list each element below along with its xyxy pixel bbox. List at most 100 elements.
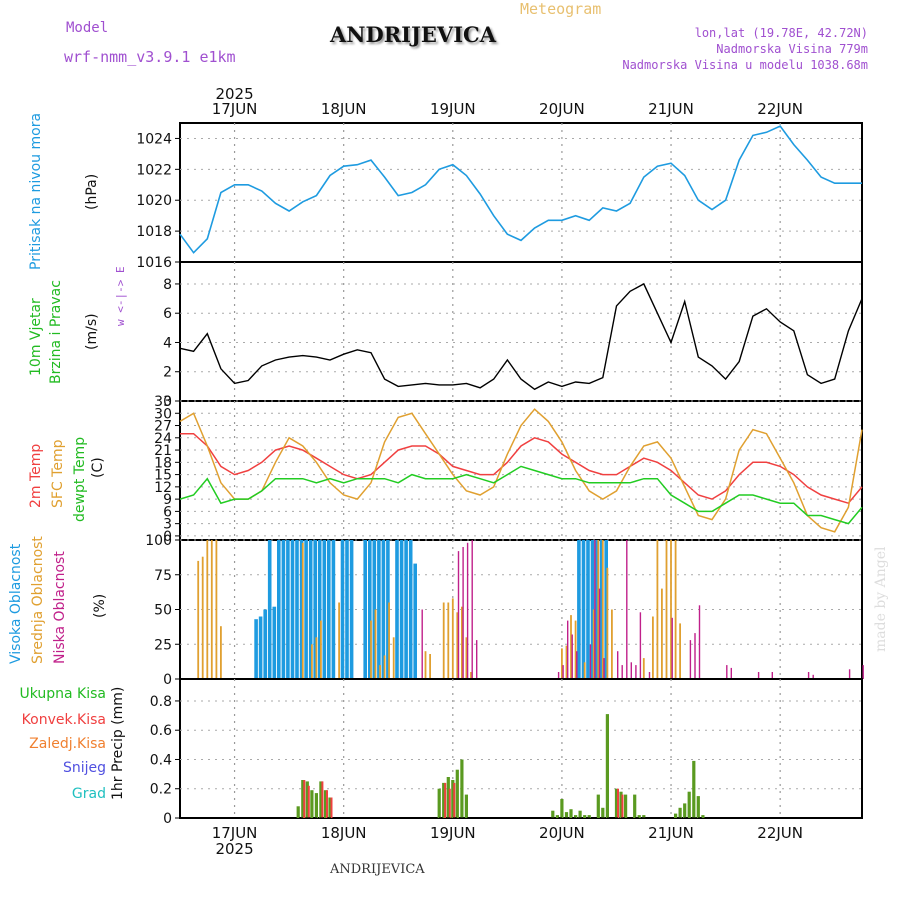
precip-ytick-label: 0.8	[150, 694, 172, 710]
top-day-label: 19JUN	[430, 100, 476, 118]
cloud-bar	[639, 612, 642, 679]
cloud-bar	[592, 609, 595, 679]
cloud-bar	[586, 540, 590, 679]
precip-bar	[460, 759, 464, 818]
cloud-bar	[689, 640, 692, 679]
pressure-line	[179, 125, 862, 254]
cloud-bar	[462, 547, 464, 679]
cloud-bar	[465, 637, 468, 679]
cloud-bar	[471, 540, 473, 679]
precip-bar	[601, 807, 605, 818]
precip-bar	[578, 810, 582, 818]
model-elevation: Nadmorska Visina u modelu 1038.68m	[622, 58, 868, 72]
wind-ytick-label: 2	[163, 365, 172, 381]
precip-ytick-label: 0.6	[150, 723, 172, 739]
precip-bar	[314, 793, 318, 818]
cloud-bar	[661, 588, 663, 679]
precip-bar	[451, 780, 455, 818]
cloud-bar	[424, 651, 427, 679]
cloud-bar	[674, 540, 677, 679]
cloud-bar	[313, 540, 317, 679]
cloud-bar	[372, 540, 377, 679]
cloud-panel: 0 25 50 75 100	[145, 533, 864, 688]
temp-ytick-label: 0	[163, 529, 172, 545]
cloud-bar	[595, 540, 599, 679]
temp-frame	[179, 400, 863, 541]
precip-bar	[701, 815, 705, 818]
cloud-bar	[461, 606, 463, 679]
cloud-bar	[215, 540, 218, 679]
bottom-day-label: 18JUN	[321, 824, 367, 842]
lonlat: lon,lat (19.78E, 42.72N)	[694, 26, 868, 40]
cloud-bar	[656, 540, 659, 679]
cloud-bar	[395, 540, 399, 679]
cloud-bar	[571, 634, 573, 679]
cloud-bar	[642, 658, 645, 679]
cloud-bar	[730, 667, 732, 679]
temp-ytick-label: 6	[163, 504, 172, 520]
cloud-bar	[630, 662, 632, 679]
cloud-bar	[304, 540, 308, 679]
precip-bar	[551, 810, 555, 818]
precip-label-total: Ukupna Kisa	[19, 686, 106, 702]
precip-label-freez: Zaledj.Kisa	[29, 736, 106, 752]
top-year-label: 2025	[215, 85, 253, 103]
cloud-bar	[408, 540, 413, 679]
cloud-bar	[322, 540, 327, 679]
precip-bar	[621, 794, 624, 818]
cloud-bar	[576, 651, 578, 679]
cloud-bar	[388, 602, 390, 679]
cloud-bar	[635, 665, 637, 679]
cloud-bar	[679, 623, 681, 679]
bottom-day-label: 17JUN	[212, 824, 258, 842]
temp-ytick-label: 15	[154, 468, 172, 484]
cloud-bar	[589, 644, 592, 680]
temp-ytick-label: 30	[154, 406, 172, 422]
cloud-bar	[201, 556, 204, 679]
temp-ytick-label: 21	[154, 443, 172, 459]
cloud-bar	[457, 551, 460, 679]
precip-bar	[583, 815, 587, 818]
precip-bar	[619, 791, 623, 818]
cloud-ytick-label: 50	[154, 603, 172, 619]
bottom-day-label: 19JUN	[430, 824, 476, 842]
cloud-bar	[311, 644, 313, 680]
bottom-year-label: 2025	[215, 840, 253, 858]
cloud-bar	[317, 540, 322, 679]
cloud-bar	[258, 616, 263, 679]
cloud-bar	[574, 620, 577, 679]
top-day-label: 20JUN	[539, 100, 585, 118]
cloud-bar	[429, 654, 431, 679]
cloud-bar	[338, 602, 340, 679]
cloud-bar	[331, 540, 336, 679]
cloud-bar	[771, 672, 773, 679]
bottom-day-label: 21JUN	[648, 824, 694, 842]
wind-speed-line	[179, 282, 863, 391]
cloud-bar	[421, 609, 423, 679]
cloud-bar	[581, 540, 586, 679]
cloud-bar	[807, 672, 810, 679]
precip-bar	[330, 797, 333, 818]
pressure-ytick-label: 1018	[136, 224, 172, 240]
precip-ytick-label: 0.2	[150, 782, 172, 798]
model-name: wrf-nmm_v3.9.1 e1km	[64, 48, 236, 66]
cloud-bar	[263, 609, 267, 679]
precip-bar	[574, 815, 578, 818]
cloud-bar	[379, 665, 381, 679]
cloud-bar	[320, 620, 322, 679]
wind-frame	[179, 261, 863, 402]
precip-bar	[323, 790, 328, 818]
cloud-bar	[648, 672, 651, 679]
precip-bar	[453, 782, 456, 818]
cloud-bar	[577, 540, 581, 679]
cloud-bar	[392, 637, 395, 679]
cloud-ytick-label: 100	[145, 533, 172, 549]
cloud-ytick-label: 75	[154, 568, 172, 584]
cloud-bar	[562, 665, 564, 679]
cloud-bar	[726, 665, 728, 679]
cloud-bar	[383, 655, 386, 679]
cloud-bar	[254, 619, 258, 679]
model-label: Model	[66, 20, 109, 36]
cloud-bar	[363, 540, 367, 679]
cloud-bar	[597, 540, 600, 679]
